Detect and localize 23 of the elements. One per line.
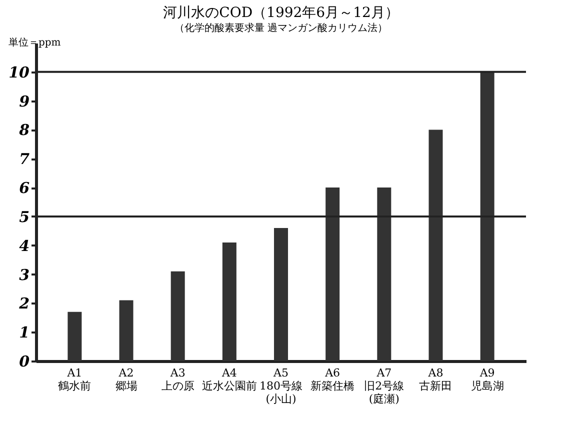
y-tick-label: 0 [19,352,30,370]
chart-title: 河川水のCOD（1992年6月～12月） [163,5,399,21]
y-tick-label: 10 [8,63,30,82]
y-tick-label: 1 [19,324,30,342]
x-tick-label: A2 郷場 [115,366,138,392]
y-tick-label: 4 [19,236,30,255]
x-tick-label: A7 旧2号線 (庭瀬) [364,366,404,406]
y-tick-label: 3 [19,266,30,284]
x-tick-label: A4 近水公園前 [202,366,257,392]
x-tick-label: A3 上の原 [161,366,194,392]
y-tick-label: 6 [19,179,30,198]
x-tick-label: A6 新築住橋 [310,366,355,392]
x-tick-label: A1 鶴水前 [58,366,92,392]
x-tick-label: A9 児島湖 [470,366,504,392]
y-tick-label: 8 [18,121,30,140]
x-tick-label: A8 古新田 [419,366,452,392]
y-tick-label: 2 [18,294,30,313]
chart-subtitle: （化学的酸素要求量 過マンガン酸カリウム法） [174,22,388,34]
y-axis-title: 単位＝ppm [8,36,62,48]
y-tick-label: 5 [19,208,30,226]
y-tick-label: 9 [19,92,30,110]
y-tick-label: 7 [19,150,30,168]
x-tick-label: A5 180号線 (小山) [260,366,302,406]
